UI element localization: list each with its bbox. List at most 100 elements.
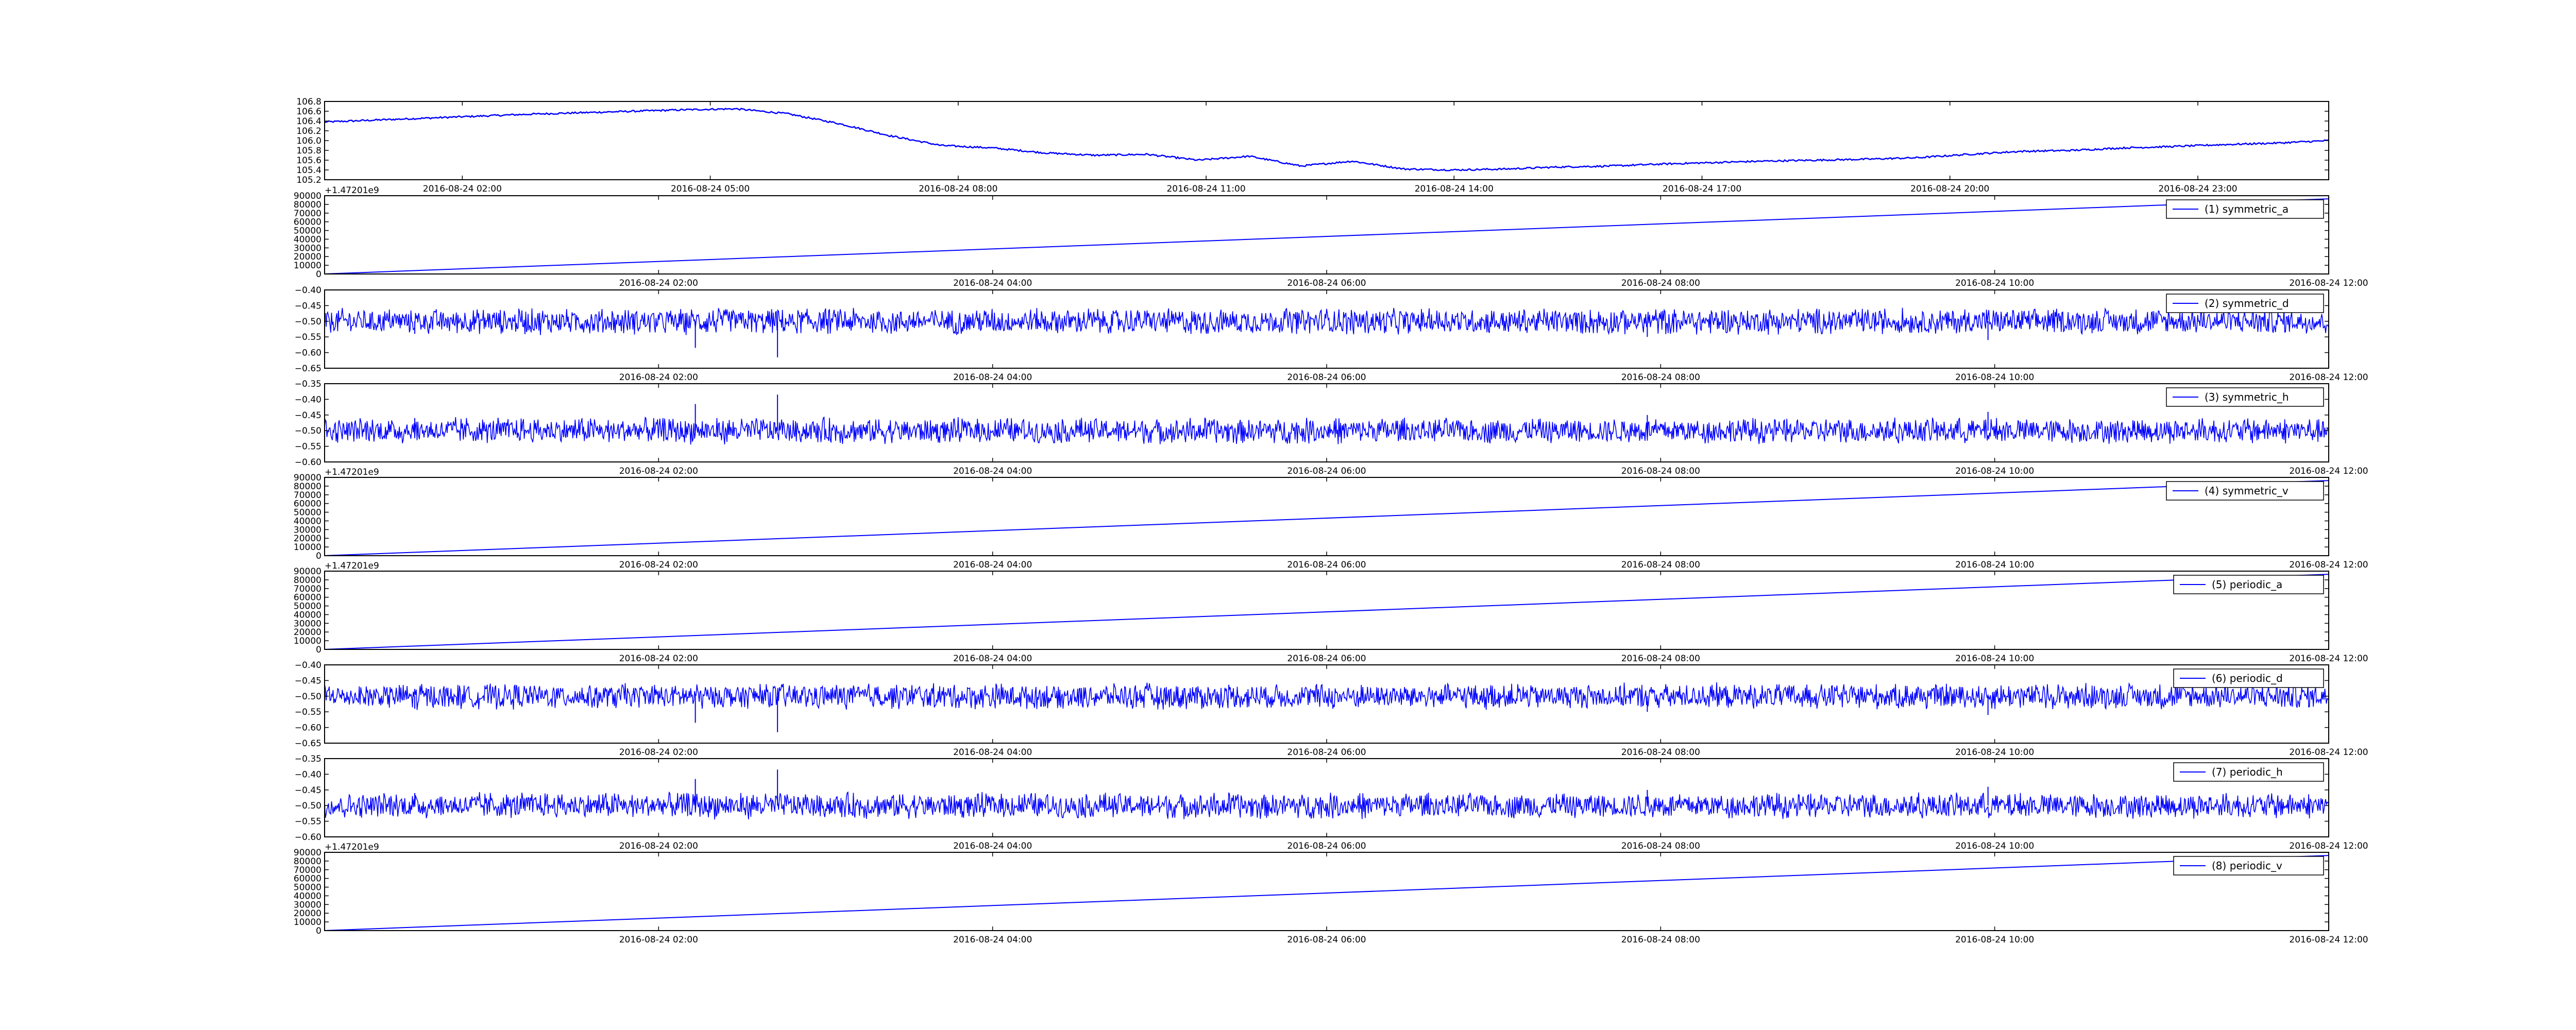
x-tick-label: 2016-08-24 06:00 (1287, 841, 1366, 851)
y-tick-label: 80000 (294, 200, 321, 210)
y-tick-label: 30000 (294, 619, 321, 629)
y-tick-label: −0.60 (295, 832, 321, 843)
x-tick-label: 2016-08-24 04:00 (953, 278, 1032, 288)
y-tick-label: 90000 (294, 473, 321, 483)
y-tick-label: 60000 (294, 593, 321, 603)
x-tick-label: 2016-08-24 02:00 (619, 372, 698, 383)
y-tick-label: −0.50 (295, 317, 321, 327)
y-tick-label: 90000 (294, 848, 321, 858)
legend-label: (6) periodic_d (2212, 672, 2283, 684)
x-tick-label: 2016-08-24 08:00 (1621, 935, 1700, 945)
y-tick-label: −0.35 (295, 379, 321, 389)
series-line (324, 682, 2329, 710)
x-tick-label: 2016-08-24 06:00 (1287, 935, 1366, 945)
series-line (324, 574, 2329, 650)
chart-panel-5: 0100002000030000400005000060000700008000… (294, 467, 2368, 570)
x-tick-label: 2016-08-24 02:00 (619, 654, 698, 664)
x-tick-label: 2016-08-24 17:00 (1663, 184, 1741, 194)
y-tick-label: 50000 (294, 508, 321, 518)
y-tick-label: 20000 (294, 627, 321, 638)
legend-label: (8) periodic_v (2212, 860, 2282, 872)
y-tick-label: −0.45 (295, 785, 321, 796)
y-offset-label: +1.47201e9 (325, 842, 379, 852)
y-tick-label: 106.2 (296, 126, 321, 136)
x-tick-label: 2016-08-24 04:00 (953, 560, 1032, 570)
chart-panel-2: 0100002000030000400005000060000700008000… (294, 185, 2368, 288)
x-tick-label: 2016-08-24 04:00 (953, 747, 1032, 758)
x-tick-label: 2016-08-24 02:00 (423, 184, 502, 194)
y-tick-label: 70000 (294, 209, 321, 219)
legend-label: (3) symmetric_h (2205, 391, 2289, 403)
x-tick-label: 2016-08-24 08:00 (1621, 841, 1700, 851)
chart-panel-7: −0.65 −0.60 −0.55 −0.50 −0.45 −0.40 2016-08-24… (295, 660, 2368, 758)
series-line (324, 307, 2329, 335)
y-tick-label: −0.55 (295, 332, 321, 342)
x-tick-label: 2016-08-24 06:00 (1287, 466, 1366, 476)
y-tick-label: −0.65 (295, 739, 321, 749)
x-tick-label: 2016-08-24 05:00 (671, 184, 750, 194)
chart-panel-6: 0100002000030000400005000060000700008000… (294, 561, 2368, 664)
y-tick-label: 40000 (294, 610, 321, 620)
x-tick-label: 2016-08-24 12:00 (2289, 654, 2368, 664)
y-tick-label: 106.4 (296, 116, 321, 127)
y-tick-label: 40000 (294, 516, 321, 526)
y-tick-label: 30000 (294, 900, 321, 910)
y-tick-label: −0.50 (295, 692, 321, 702)
y-tick-label: −0.50 (295, 426, 321, 436)
x-tick-label: 2016-08-24 12:00 (2289, 560, 2368, 570)
x-tick-label: 2016-08-24 20:00 (1910, 184, 1989, 194)
series-line (324, 416, 2329, 445)
x-tick-label: 2016-08-24 02:00 (619, 466, 698, 476)
x-tick-label: 2016-08-24 02:00 (619, 560, 698, 570)
chart-panel-1: 105.2105.4105.6105.8106.0106.2106.4106.6… (296, 97, 2329, 194)
y-tick-label: 0 (316, 269, 321, 280)
y-tick-label: −0.35 (295, 754, 321, 764)
y-tick-label: 10000 (294, 542, 321, 553)
y-tick-label: 60000 (294, 217, 321, 228)
y-tick-label: 20000 (294, 252, 321, 262)
y-tick-label: −0.55 (295, 817, 321, 827)
chart-panel-3: −0.65 −0.60 −0.55 −0.50 −0.45 −0.40 2016-08-24… (295, 285, 2368, 383)
x-tick-label: 2016-08-24 08:00 (1621, 560, 1700, 570)
y-tick-label: 60000 (294, 874, 321, 884)
y-tick-label: −0.45 (295, 410, 321, 421)
x-tick-label: 2016-08-24 12:00 (2289, 466, 2368, 476)
y-tick-label: 70000 (294, 865, 321, 876)
y-tick-label: 80000 (294, 575, 321, 586)
series-line (324, 108, 2329, 171)
y-tick-label: 0 (316, 551, 321, 561)
x-tick-label: 2016-08-24 04:00 (953, 466, 1032, 476)
x-tick-label: 2016-08-24 04:00 (953, 841, 1032, 851)
y-tick-label: 105.4 (296, 165, 321, 176)
y-tick-label: 0 (316, 645, 321, 655)
series-line (324, 480, 2329, 556)
y-tick-label: −0.60 (295, 457, 321, 468)
y-offset-label: +1.47201e9 (325, 185, 379, 196)
x-tick-label: 2016-08-24 04:00 (953, 935, 1032, 945)
x-tick-label: 2016-08-24 10:00 (1955, 466, 2034, 476)
y-tick-label: 10000 (294, 636, 321, 646)
y-tick-label: 70000 (294, 584, 321, 594)
y-tick-label: 70000 (294, 490, 321, 501)
y-tick-label: −0.40 (295, 769, 321, 780)
x-tick-label: 2016-08-24 10:00 (1955, 372, 2034, 383)
y-tick-label: 30000 (294, 525, 321, 535)
x-tick-label: 2016-08-24 10:00 (1955, 654, 2034, 664)
y-tick-label: −0.55 (295, 442, 321, 452)
y-tick-label: 80000 (294, 856, 321, 867)
y-tick-label: −0.60 (295, 348, 321, 358)
legend-label: (5) periodic_a (2212, 578, 2282, 591)
x-tick-label: 2016-08-24 10:00 (1955, 560, 2034, 570)
legend-label: (4) symmetric_v (2205, 485, 2289, 497)
y-tick-label: 106.6 (296, 107, 321, 117)
x-tick-label: 2016-08-24 06:00 (1287, 278, 1366, 288)
x-tick-label: 2016-08-24 04:00 (953, 372, 1032, 383)
chart-panel-8: −0.60 −0.55 −0.50 −0.45 −0.40 −0.35 2016-08-24… (295, 754, 2368, 851)
y-tick-label: 0 (316, 926, 321, 936)
x-tick-label: 2016-08-24 08:00 (1621, 372, 1700, 383)
y-offset-label: +1.47201e9 (325, 561, 379, 571)
y-tick-label: 105.6 (296, 156, 321, 166)
x-tick-label: 2016-08-24 02:00 (619, 278, 698, 288)
